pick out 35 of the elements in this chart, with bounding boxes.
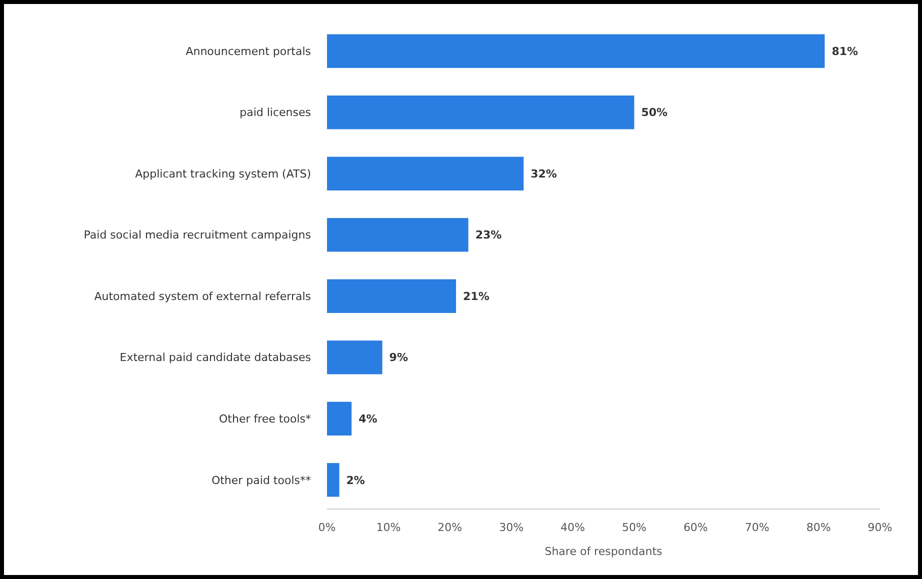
x-tick-label: 40%: [560, 521, 586, 534]
bar: [327, 34, 825, 68]
data-label: 4%: [358, 412, 378, 426]
x-tick-label: 80%: [806, 521, 831, 534]
y-tick-label: Applicant tracking system (ATS): [135, 167, 311, 180]
x-axis-title: Share of respondants: [544, 545, 663, 558]
y-tick-label: Other free tools*: [219, 412, 312, 426]
data-label: 32%: [530, 167, 557, 180]
x-tick-label: 70%: [744, 521, 770, 534]
y-tick-label: Paid social media recruitment campaigns: [84, 228, 312, 242]
x-tick-label: 0%: [318, 521, 336, 534]
data-label: 50%: [641, 106, 668, 120]
x-tick-label: 10%: [376, 521, 401, 534]
data-label: 23%: [475, 228, 502, 242]
data-label: 81%: [832, 44, 858, 58]
y-tick-label: External paid candidate databases: [120, 351, 312, 364]
data-label: 9%: [389, 351, 408, 364]
bar: [327, 340, 382, 374]
bar: [327, 402, 352, 436]
bar: [327, 96, 634, 130]
y-tick-label: Automated system of external referrals: [94, 290, 312, 303]
x-tick-label: 30%: [499, 521, 524, 534]
y-tick-label: paid licenses: [240, 106, 312, 120]
x-tick-label: 90%: [868, 521, 892, 534]
x-tick-label: 20%: [438, 521, 462, 534]
x-tick-label: 60%: [683, 521, 708, 534]
bar: [327, 218, 468, 252]
data-label: 21%: [463, 290, 490, 303]
x-tick-label: 50%: [622, 521, 646, 534]
bar: [327, 156, 524, 190]
data-label: 2%: [346, 474, 365, 487]
bar: [327, 279, 456, 313]
y-tick-label: Other paid tools**: [211, 474, 312, 487]
bar: [327, 463, 340, 497]
y-tick-label: Announcement portals: [186, 44, 312, 58]
